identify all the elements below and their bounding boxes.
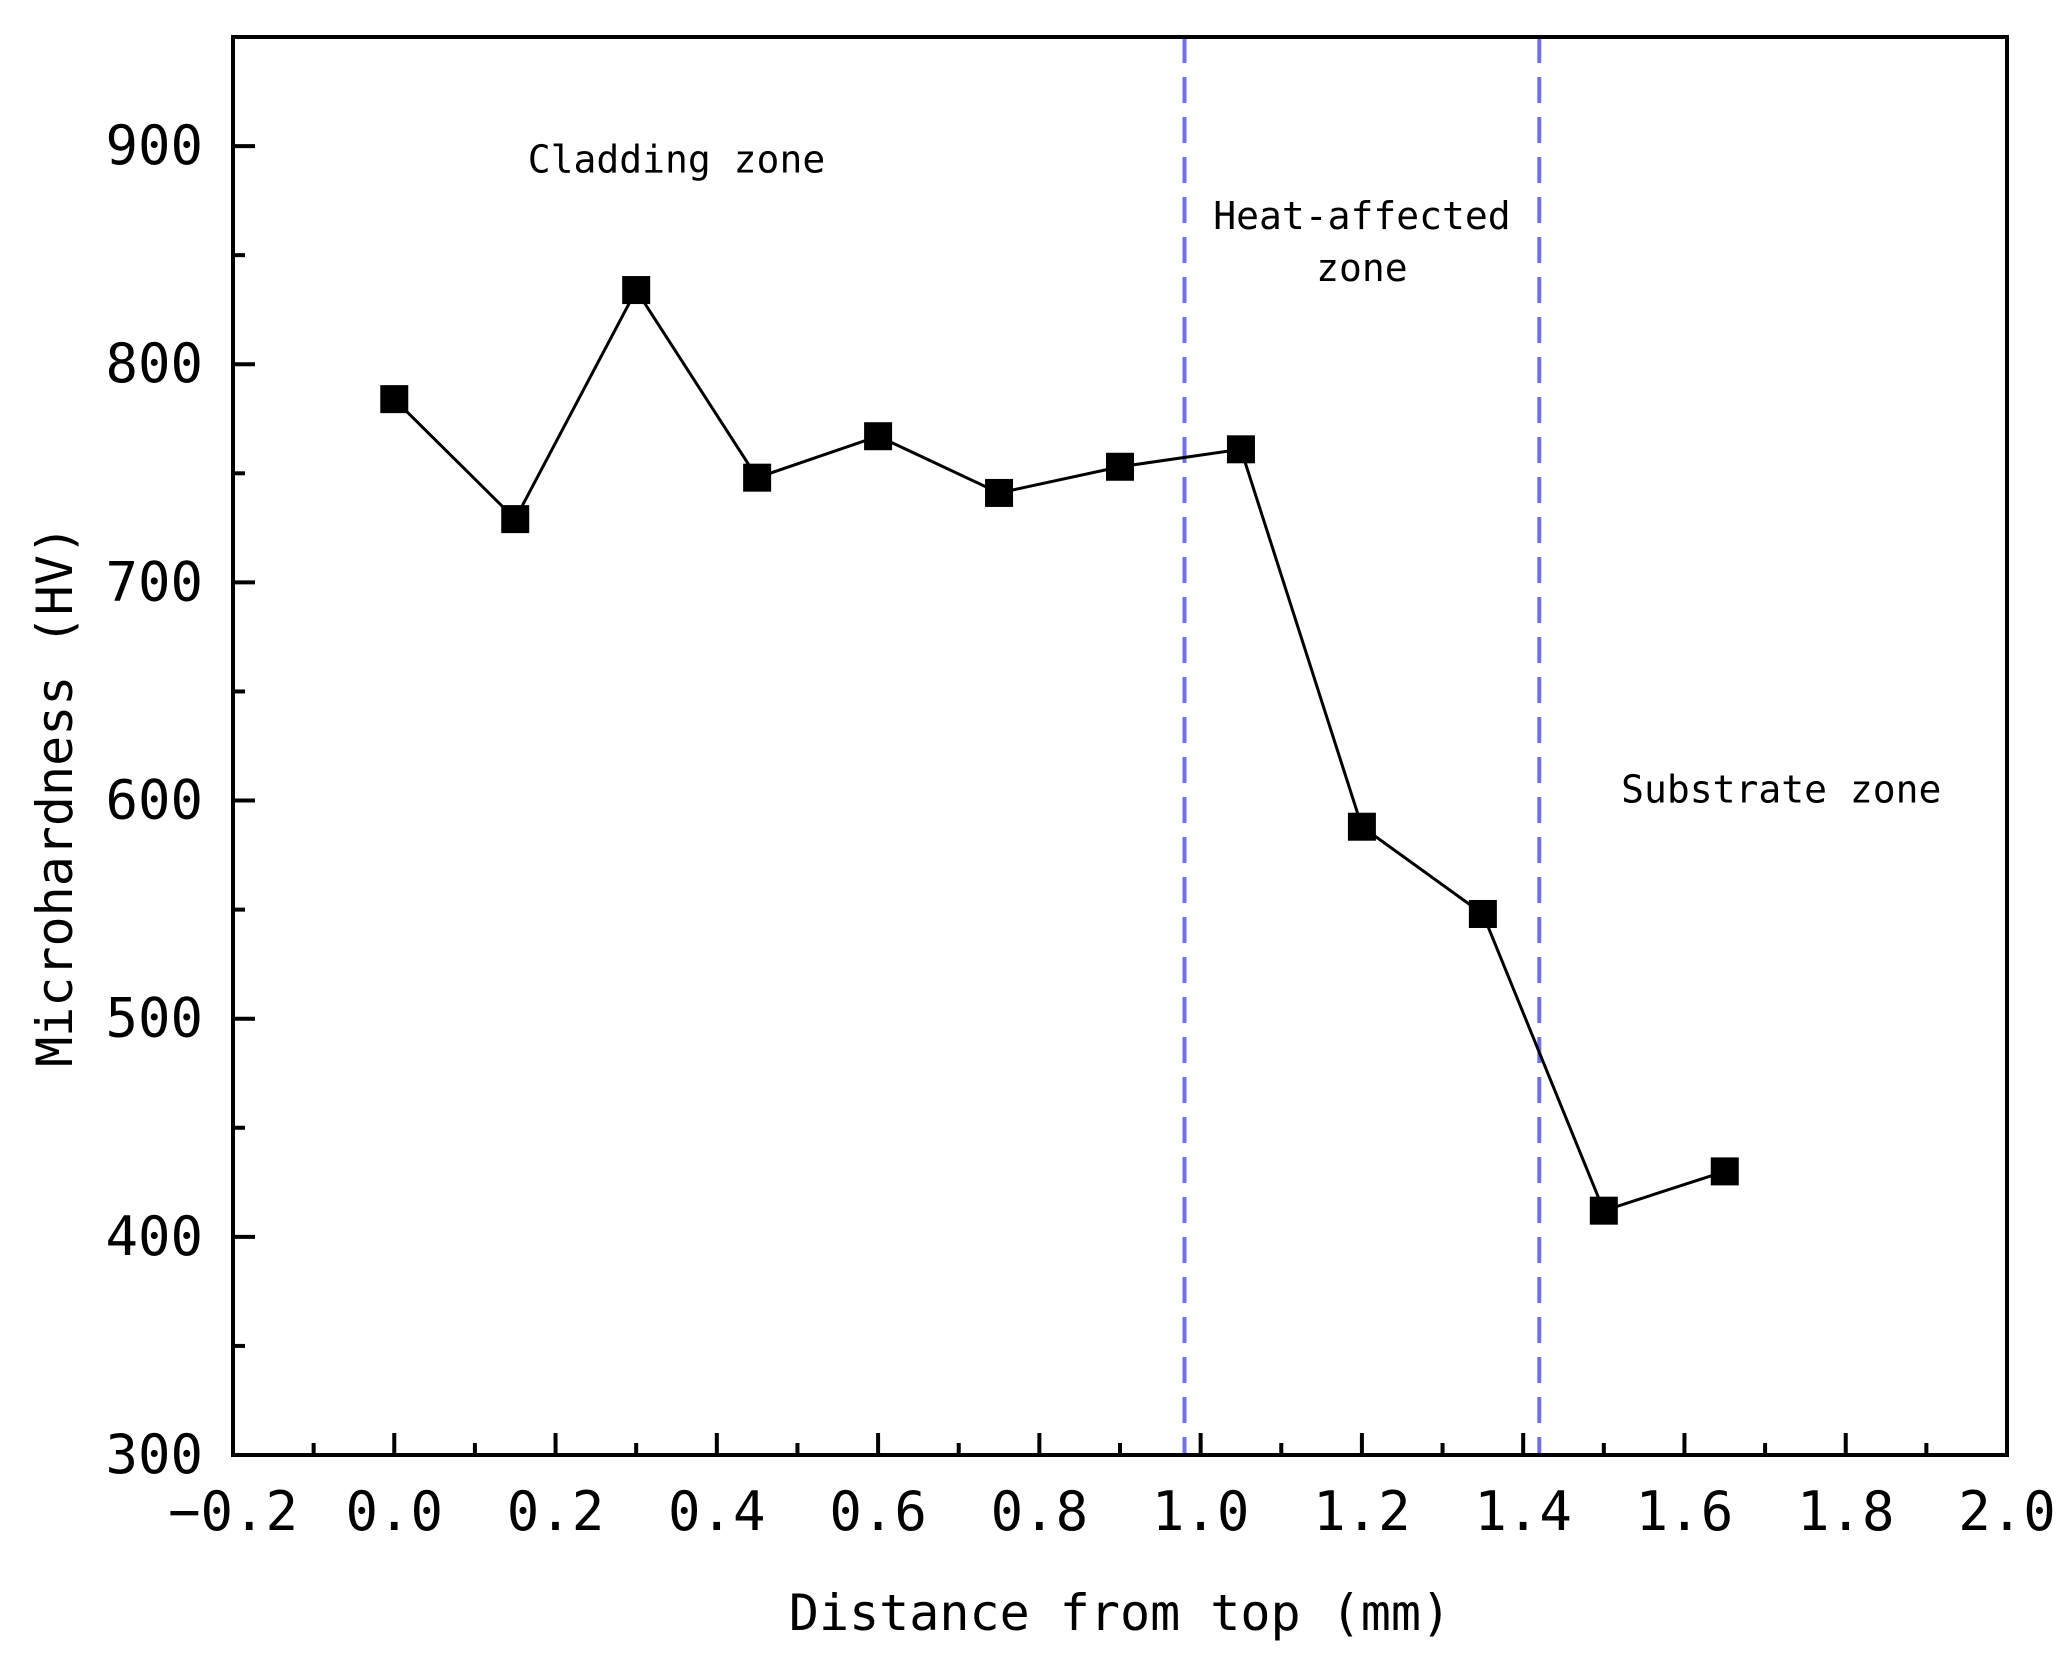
data-point [743,463,772,492]
marker-group [380,276,1739,1225]
y-tick-label: 600 [105,769,203,832]
data-point [864,422,893,451]
x-tick-label: −0.2 [168,1480,298,1543]
x-tick-label: 0.0 [345,1480,443,1543]
annotation-substrate: Substrate zone [1621,768,1941,812]
annotation-haz: Heat-affected [1213,194,1510,238]
data-point [622,276,651,305]
x-tick-label: 0.4 [668,1480,766,1543]
y-axis-ticks: 300 400 500 600 700 800 900 [105,114,255,1486]
x-axis-ticks: −0.2 0.0 0.2 0.4 0.6 0.8 1.0 1.2 1.4 1.6 1.8 2.0 [168,1433,2056,1543]
data-point [1468,899,1497,928]
series-line [393,287,1726,1213]
x-tick-label: 1.6 [1636,1480,1734,1543]
x-tick-label: 0.6 [829,1480,927,1543]
y-tick-label: 800 [105,332,203,395]
annotation-group: Cladding zone Heat-affected zone Substrate … [528,137,1942,811]
y-tick-label: 300 [105,1423,203,1486]
data-point [380,385,409,414]
annotation-cladding: Cladding zone [528,137,825,181]
data-point [1589,1196,1618,1225]
data-point [1226,435,1255,464]
x-tick-label: 1.0 [1152,1480,1250,1543]
data-point [1106,452,1134,481]
annotation-haz: zone [1316,246,1408,290]
y-tick-label: 400 [105,1205,203,1268]
x-tick-label: 0.2 [507,1480,605,1543]
y-tick-label: 500 [105,987,203,1050]
data-point [1710,1157,1739,1186]
data-point [1347,812,1376,841]
x-tick-label: 2.0 [1958,1480,2056,1543]
series-line-group [393,287,1726,1213]
y-axis-title: Microhardness (HV) [26,525,84,1067]
x-tick-label: 0.8 [991,1480,1089,1543]
x-tick-label: 1.4 [1474,1480,1572,1543]
reference-lines [1182,37,1542,1455]
x-axis-title: Distance from top (mm) [789,1584,1451,1642]
data-point [501,505,530,534]
y-tick-label: 900 [105,114,203,177]
y-tick-label: 700 [105,550,203,613]
x-tick-label: 1.8 [1797,1480,1895,1543]
x-tick-label: 1.2 [1313,1480,1411,1543]
data-point [985,478,1014,507]
